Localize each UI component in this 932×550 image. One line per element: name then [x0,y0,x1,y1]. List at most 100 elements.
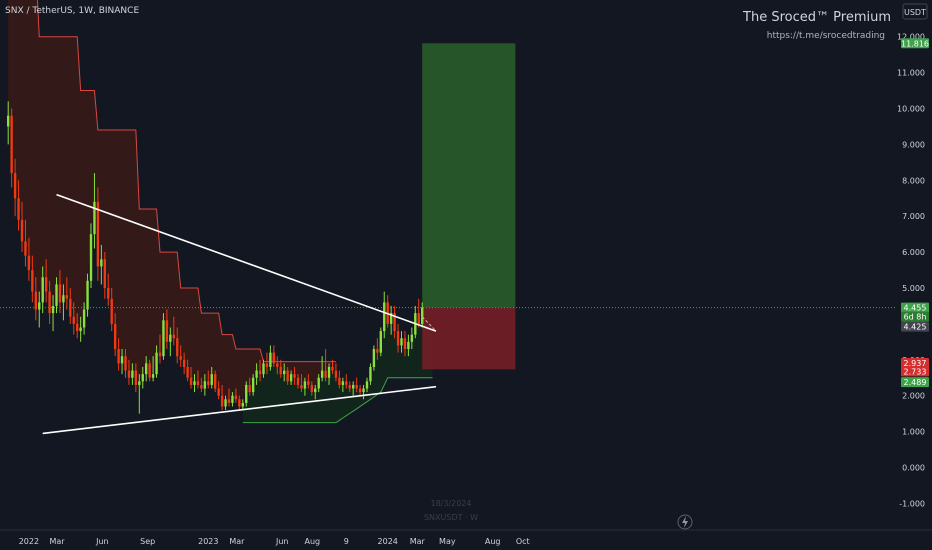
candle-body [93,201,96,235]
price-tick-label: 11.000 [897,69,925,78]
candle-body [86,280,89,310]
candle-body [210,374,213,385]
candle-body [272,352,276,364]
bearish-stop-line [36,0,336,363]
last-price-alt-badge: 4.425 [901,321,929,332]
candle-body [186,366,189,378]
candle-body [13,173,17,199]
brand-url: https://t.me/srocedtrading [767,31,885,41]
time-tick-label: May [439,537,456,546]
candle-body [148,363,151,378]
candle-body [17,198,20,220]
candle-body [265,363,269,367]
last-price-alt-badge-text: 4.425 [904,323,927,332]
lightning-icon-glyph[interactable] [682,516,688,528]
candle-body [341,381,345,385]
candle-body [131,370,134,378]
candle-body [10,115,13,174]
candle-body [334,370,338,378]
candle-body [41,277,44,303]
candle-body [141,374,144,382]
candle-body [62,295,65,303]
last-price-alt-badge-bg [901,321,929,332]
symbol-title: SNX / TetherUS, 1W, BINANCE [5,6,139,16]
candle-body [138,381,141,385]
candle-body [372,349,376,367]
candle-body [24,241,27,256]
bullish-cloud [242,323,433,423]
candle-body [58,284,62,303]
lightning-icon[interactable] [677,514,693,530]
watermark-date: 18/3/2024 [430,499,471,508]
currency-button-label[interactable]: USDT [904,8,926,17]
candle-body [296,377,300,385]
candle-body [51,305,55,314]
stop-c-badge-bg [901,377,929,388]
candle-body [289,374,293,382]
stop-a-badge-text: 2.937 [904,359,927,368]
candle-body [113,323,117,350]
countdown-badge: 6d 8h [901,311,929,322]
candle-body [100,259,103,267]
candle-body [238,399,241,407]
time-tick-label: Jun [95,537,109,546]
target-zone[interactable] [422,43,516,308]
candle-body [379,331,382,353]
price-axis[interactable] [895,0,932,530]
candle-body [327,366,331,378]
target-badge-bg [901,38,929,49]
price-tick-label: 12.000 [897,33,925,42]
candle-body [362,388,365,393]
candle-body [7,115,10,127]
candle-body [338,377,341,385]
currency-button-frame[interactable] [902,3,928,20]
candle-body [276,363,279,367]
lightning-icon-ring[interactable] [677,514,693,530]
candle-body [151,374,155,378]
target-badge: 11.816 [901,38,929,49]
currency-button[interactable]: USDT [902,3,928,20]
bullish-stop-line [242,377,433,424]
candle-body [421,307,424,324]
candle-body [155,352,158,375]
candle-body [214,374,217,389]
candle-body [300,384,303,389]
stop-zone[interactable] [422,307,516,370]
candle-body [358,388,362,393]
candle-body [365,381,369,389]
candle-body [189,377,193,385]
candle-body [251,377,255,393]
candle-body [410,334,414,342]
candle-body [110,298,113,324]
candle-body [65,295,69,299]
countdown-badge-text: 6d 8h [904,313,927,322]
time-axis-ticks: 2022 Mar Jun Sep 2023 Mar Jun Aug 9 2024 Mar May Aug… [19,537,530,546]
candle-body [279,366,282,375]
candle-body [369,366,372,382]
time-axis[interactable] [0,530,932,550]
candle-body [389,313,393,324]
candle-body [55,284,58,306]
candle-body [269,352,272,367]
trailing-stop-cloud [8,0,433,424]
support-trendline[interactable] [42,385,437,435]
price-tick-label: 7.000 [902,212,925,221]
candle-body [76,323,79,332]
projection-line [421,316,437,332]
candle-body [134,370,138,385]
stop-b-badge: 2.733 [901,366,929,377]
resistance-trendline[interactable] [56,193,437,332]
candle-body [262,363,265,375]
candle-body [303,381,307,389]
last-price-badge-text: 4.455 [904,304,927,313]
candle-body [182,359,186,367]
candle-body [200,384,203,389]
candle-body [283,370,286,375]
candle-body [248,384,251,393]
watermark-ticker: SNXUSDT · W [424,513,478,522]
candle-body [320,370,324,378]
candle-body [117,349,120,364]
time-tick-label: Aug [304,537,320,546]
